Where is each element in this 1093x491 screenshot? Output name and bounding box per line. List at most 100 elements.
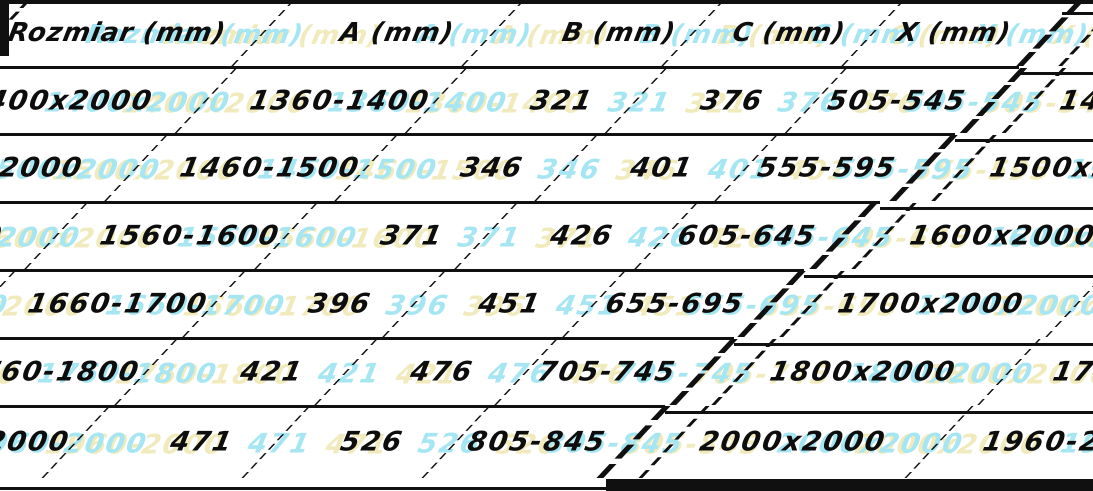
column-divider <box>1045 271 1093 337</box>
cell-rozmiar: 1600x2000 <box>0 220 6 252</box>
cell-rozmiar: 1400x2000 <box>1057 85 1093 116</box>
column-divider <box>314 339 378 405</box>
cell-c: 526 <box>337 426 407 458</box>
cell-x: 805-845 <box>465 426 609 458</box>
table-right-border <box>737 271 806 337</box>
cell-x: 705-745 <box>535 356 679 388</box>
header-cell-rozmiar: Rozmiar (mm) <box>5 18 229 48</box>
column-divider <box>241 406 311 478</box>
table-row: 2000x2000 1960-2000 471 526 805-845 2000… <box>0 406 1093 478</box>
table-border-segment <box>0 487 612 490</box>
cell-a: 1560-1600 <box>97 220 283 252</box>
row-strip: 1400x2000 1360-1400 321 376 505-545 <box>0 68 1028 133</box>
table-right-border <box>959 68 1028 133</box>
column-divider <box>604 68 668 133</box>
cell-a: 1960-2000 <box>0 426 73 458</box>
cell-a: 1760-1800 <box>1050 356 1093 388</box>
cell-rozmiar: 1600x2000 <box>907 220 1093 252</box>
cell-b: 371 <box>377 220 447 252</box>
table-border-segment <box>734 343 1093 346</box>
cell-a: 1660-1700 <box>25 288 211 320</box>
cell-rozmiar: 1500x2000 <box>987 152 1093 184</box>
row-strip: 2000x2000 1960-2000 471 526 805-845 <box>638 406 1093 478</box>
cell-b: 321 <box>527 85 597 116</box>
column-divider <box>231 0 295 66</box>
table-right-border <box>596 406 671 478</box>
header-cell-c: C (mm) <box>730 18 848 48</box>
cell-x: 555-595 <box>755 152 899 184</box>
cell-a: 1360-1400 <box>247 85 433 116</box>
table-row: 1400x2000 1360-1400 321 376 505-545 1400… <box>0 68 1093 133</box>
table-border-segment <box>0 269 804 272</box>
table-right-border <box>669 339 738 405</box>
cell-x: 605-645 <box>675 220 819 252</box>
table-border-segment <box>0 201 880 204</box>
row-strip: 1600x2000 1560-1600 371 426 605-645 <box>0 203 878 269</box>
column-divider <box>174 68 238 133</box>
row-strip: 1500x2000 1460-1500 346 401 555-595 <box>931 135 1093 201</box>
cell-a: 1960-2000 <box>980 426 1093 458</box>
cell-b: 421 <box>237 356 307 388</box>
table-right-border <box>809 203 878 269</box>
cell-c: 401 <box>627 152 697 184</box>
cell-rozmiar: 2000x2000 <box>697 426 889 458</box>
header-cell-b: B (mm) <box>559 18 679 48</box>
cell-a: 1460-1500 <box>177 152 363 184</box>
column-divider <box>977 339 1041 405</box>
row-strip: 1500x2000 1460-1500 346 401 555-595 <box>0 135 958 201</box>
table-border-segment <box>665 411 1093 414</box>
column-divider <box>382 271 446 337</box>
table-right-border <box>889 135 958 201</box>
header-strip: Rozmiar (mm) A (mm) B (mm) C (mm) X (mm) <box>1058 0 1093 66</box>
cell-b: 346 <box>457 152 527 184</box>
cell-rozmiar: 1400x2000 <box>0 85 156 116</box>
table-border-segment <box>0 66 1019 69</box>
table-row: 1800x2000 1760-1800 421 476 705-745 1800… <box>0 339 1093 405</box>
row-strip: 1800x2000 1760-1800 421 476 705-745 <box>711 339 1093 405</box>
table-right-border <box>1016 0 1085 66</box>
cell-rozmiar: 1700x2000 <box>835 288 1027 320</box>
cell-rozmiar: 1800x2000 <box>767 356 959 388</box>
table-border-segment <box>955 139 1093 142</box>
table-border-segment <box>880 207 1093 210</box>
column-divider <box>841 0 905 66</box>
header-cell-x: X (mm) <box>894 18 1014 48</box>
table-border-segment <box>1019 72 1093 75</box>
header-strip: Rozmiar (mm) A (mm) B (mm) C (mm) X (mm) <box>0 0 1085 66</box>
table-header-row: Rozmiar (mm) A (mm) B (mm) C (mm) X (mm)… <box>0 0 1093 66</box>
row-strip: 2000x2000 1960-2000 471 526 805-845 <box>0 406 671 478</box>
cell-x: 655-695 <box>603 288 747 320</box>
cell-b: 396 <box>305 288 375 320</box>
table-border-segment <box>0 133 955 136</box>
table-border-segment <box>606 479 1093 491</box>
column-divider <box>904 406 974 478</box>
table-border-segment <box>0 0 1093 4</box>
column-divider <box>534 135 598 201</box>
cell-x: 505-545 <box>825 85 969 116</box>
column-divider <box>0 271 16 337</box>
column-divider <box>104 135 168 201</box>
cell-a: 1760-1800 <box>0 356 143 388</box>
table-border-segment <box>0 337 734 340</box>
table-border-segment <box>1062 12 1093 15</box>
table-border-segment <box>804 275 1093 278</box>
table-row: 1700x2000 1660-1700 396 451 655-695 1700… <box>0 271 1093 337</box>
column-divider <box>461 0 525 66</box>
row-strip: 1400x2000 1360-1400 321 376 505-545 <box>1001 68 1093 133</box>
table-row: 1500x2000 1460-1500 346 401 555-595 1500… <box>0 135 1093 201</box>
cell-rozmiar: 1500x2000 <box>0 152 86 184</box>
header-cell-a: A (mm) <box>337 18 457 48</box>
cell-c: 476 <box>407 356 477 388</box>
row-strip: 1600x2000 1560-1600 371 426 605-645 <box>851 203 1093 269</box>
table-border-segment <box>0 405 665 408</box>
cell-c: 451 <box>475 288 545 320</box>
cell-b: 471 <box>167 426 237 458</box>
table-row: 1600x2000 1560-1600 371 426 605-645 1600… <box>0 203 1093 269</box>
row-strip: 1700x2000 1660-1700 396 451 655-695 <box>0 271 806 337</box>
row-strip: 1800x2000 1760-1800 421 476 705-745 <box>0 339 738 405</box>
cell-c: 376 <box>697 85 767 116</box>
row-strip: 1700x2000 1660-1700 396 451 655-695 <box>779 271 1093 337</box>
column-divider <box>454 203 518 269</box>
cell-c: 426 <box>547 220 617 252</box>
